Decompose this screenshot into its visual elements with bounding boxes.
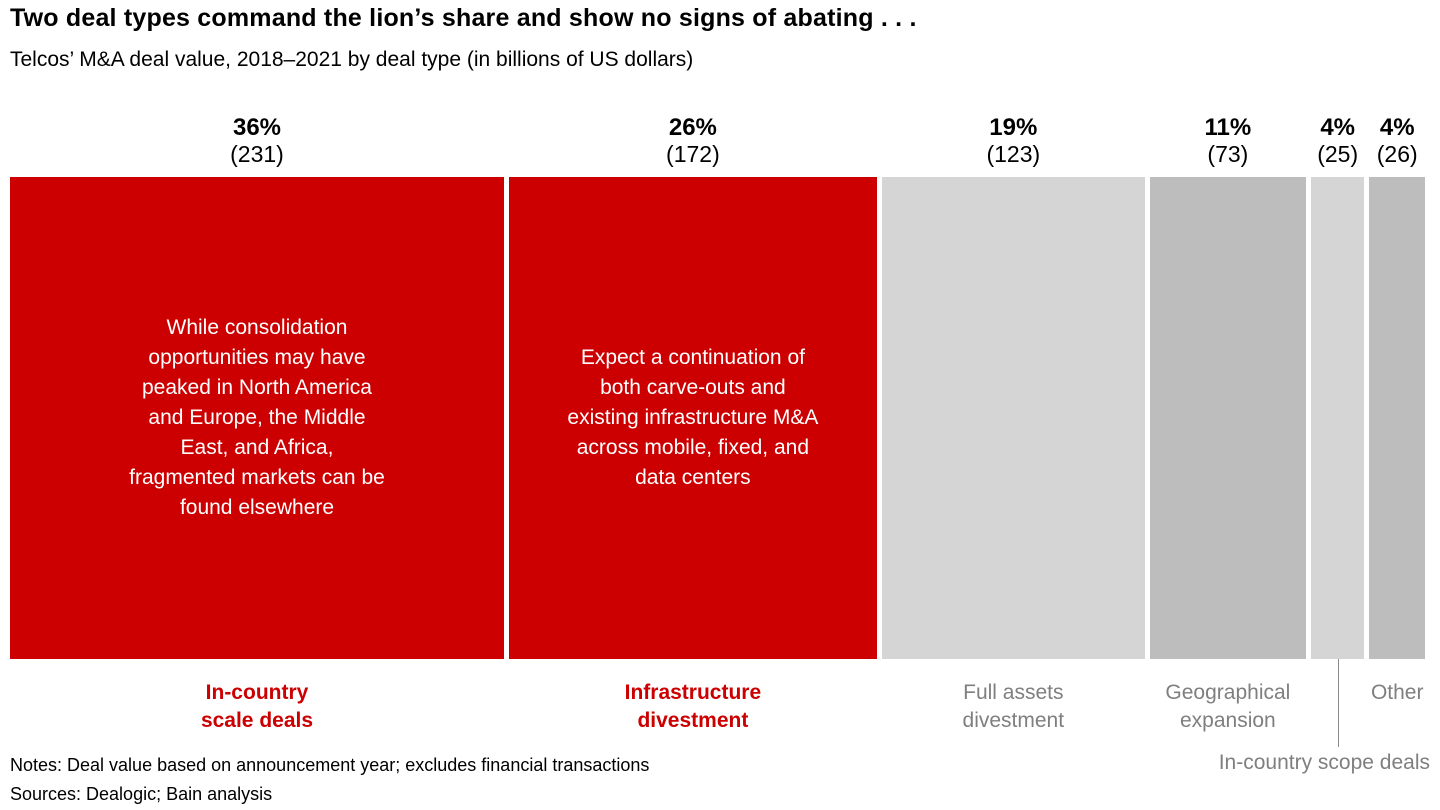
segment-percent-block: 4% (25) <box>1311 108 1364 177</box>
segment-label: Other <box>1370 681 1424 704</box>
notes-text: Notes: Deal value based on announcement … <box>10 755 650 775</box>
segment-bar <box>1369 177 1425 659</box>
segment-bar <box>1310 177 1365 659</box>
segment-in-country-scope-deals: 4% (25) <box>1310 108 1365 747</box>
segment-percent: 26% <box>668 114 717 141</box>
segment-percent-block: 36% (231) <box>10 108 504 177</box>
segment-label: Geographical expansion <box>1165 681 1291 732</box>
segment-geographical-expansion: 11% (73) Geographical expansion <box>1149 108 1306 735</box>
segment-percent-block: 11% (73) <box>1150 108 1306 177</box>
segment-full-assets-divestment: 19% (123) Full assets divestment <box>881 108 1145 735</box>
callout-label: In-country scope deals <box>1218 751 1430 774</box>
segment-deal-value: (231) <box>230 141 284 167</box>
segment-deal-value: (172) <box>666 141 720 167</box>
segment-percent: 11% <box>1204 114 1252 141</box>
segment-other: 4% (26) Other <box>1369 108 1425 735</box>
page-subtitle: Telcos’ M&A deal value, 2018–2021 by dea… <box>10 48 694 71</box>
segment-annotation: While consolidation opportunities may ha… <box>129 316 385 519</box>
segment-percent-block: 4% (26) <box>1369 108 1425 177</box>
segment-label: Full assets divestment <box>962 681 1065 732</box>
segment-label: Infrastructure divestment <box>624 681 762 732</box>
segment-in-country-scale-deals: 36% (231) While consolidation opportunit… <box>10 108 504 735</box>
sources-text: Sources: Dealogic; Bain analysis <box>10 784 273 804</box>
segment-percent: 4% <box>1320 114 1356 141</box>
segment-deal-value: (25) <box>1317 141 1359 167</box>
segment-deal-value: (26) <box>1376 141 1418 167</box>
page-title: Two deal types command the lion’s share … <box>10 4 917 32</box>
segment-percent: 36% <box>232 114 282 141</box>
stacked-bar-chart: 36% (231) While consolidation opportunit… <box>10 108 1425 747</box>
segment-infrastructure-divestment: 26% (172) Expect a continuation of both … <box>508 108 877 735</box>
segment-percent-block: 26% (172) <box>509 108 877 177</box>
segment-percent: 19% <box>989 114 1038 141</box>
segment-deal-value: (123) <box>986 141 1041 167</box>
segment-percent-block: 19% (123) <box>882 108 1145 177</box>
segment-bar <box>1149 177 1306 659</box>
callout-connector-line <box>1337 659 1339 747</box>
segment-bar: While consolidation opportunities may ha… <box>10 177 504 659</box>
segment-percent: 4% <box>1379 114 1415 141</box>
segment-label: In-country scale deals <box>200 681 314 732</box>
segment-bar: Expect a continuation of both carve-outs… <box>508 177 877 659</box>
segment-annotation: Expect a continuation of both carve-outs… <box>567 346 819 489</box>
segment-deal-value: (73) <box>1207 141 1249 167</box>
segment-bar <box>881 177 1145 659</box>
